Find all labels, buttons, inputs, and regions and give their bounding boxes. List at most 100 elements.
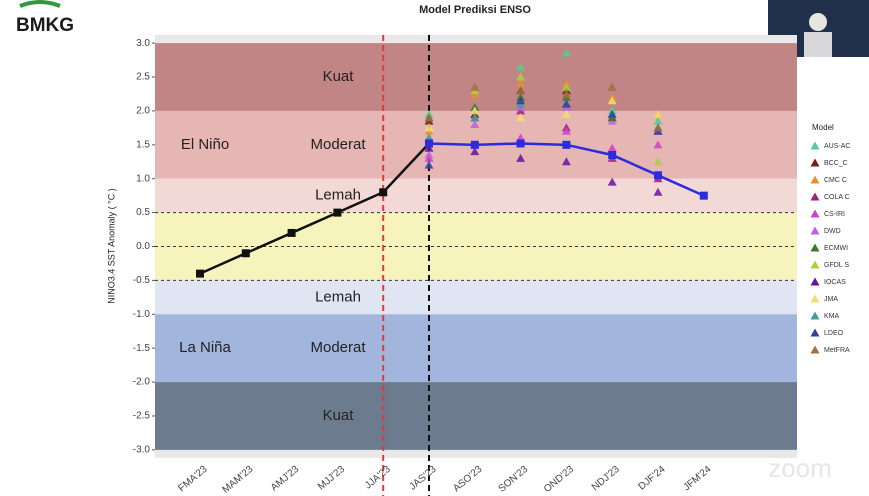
legend-swatch	[810, 226, 820, 235]
legend-label: JMA	[824, 296, 838, 303]
legend-label: KMA	[824, 313, 840, 320]
model-point	[653, 187, 663, 196]
y-tick-label: 3.0	[136, 38, 150, 49]
model-point	[516, 72, 526, 81]
y-tick-label: -2.0	[133, 377, 151, 388]
model-point	[607, 109, 617, 118]
webcam-person	[809, 13, 827, 31]
observed-point	[333, 208, 342, 217]
model-point	[470, 147, 480, 156]
chart-title: Model Prediksi ENSO	[419, 4, 531, 16]
mean-point	[562, 140, 571, 149]
model-point	[470, 113, 480, 122]
legend-swatch	[810, 158, 820, 167]
band	[155, 280, 797, 315]
legend-swatch	[810, 311, 820, 320]
model-point	[424, 160, 434, 169]
model-point	[424, 143, 434, 152]
model-point	[607, 96, 617, 105]
model-point	[424, 113, 434, 122]
y-tick-label: 0.5	[136, 207, 150, 218]
legend-swatch	[810, 243, 820, 252]
band-label: Kuat	[323, 68, 355, 85]
model-point	[470, 119, 480, 128]
legend-swatch	[810, 175, 820, 184]
band-label: Moderat	[310, 339, 366, 356]
model-point	[561, 89, 571, 98]
legend-label: DWD	[824, 228, 841, 235]
legend-swatch	[810, 345, 820, 354]
band-label: Lemah	[315, 187, 361, 204]
model-point	[561, 126, 571, 135]
model-point	[424, 150, 434, 159]
model-point	[653, 123, 663, 132]
band	[155, 382, 797, 450]
model-point	[561, 82, 571, 91]
legend-label: GFDL S	[824, 262, 849, 269]
model-point	[653, 109, 663, 118]
webcam-person	[804, 32, 832, 57]
mean-point	[699, 191, 708, 200]
y-tick-label: 2.5	[136, 72, 150, 83]
watermark: zoom	[768, 453, 832, 483]
legend-swatch	[810, 277, 820, 286]
model-point	[516, 62, 526, 71]
model-point	[516, 96, 526, 105]
legend-label: IOCAS	[824, 279, 846, 286]
legend-label: CMC C	[824, 177, 847, 184]
observed-line	[199, 142, 430, 275]
legend-label: COLA C	[824, 194, 850, 201]
model-point	[470, 82, 480, 91]
model-point	[607, 143, 617, 152]
model-point	[607, 82, 617, 91]
observed-point	[241, 249, 250, 258]
band-label: Moderat	[310, 136, 366, 153]
model-point	[607, 177, 617, 186]
band-label: Kuat	[323, 407, 355, 424]
legend-title: Model	[812, 123, 834, 132]
band-label: Lemah	[315, 288, 361, 305]
model-point	[516, 113, 526, 122]
legend-label: LDEO	[824, 330, 844, 337]
legend-label: AUS-AC	[824, 143, 850, 150]
mean-point	[516, 139, 525, 148]
mean-point	[425, 139, 433, 148]
model-point	[561, 99, 571, 108]
mean-point	[470, 140, 479, 149]
legend-label: CS-IRI	[824, 211, 845, 218]
legend-label: ECMWI	[824, 245, 848, 252]
band	[155, 314, 797, 383]
legend-label: BCC_C	[824, 160, 848, 167]
band	[155, 43, 797, 111]
mean-point	[654, 171, 662, 180]
observed-point	[379, 188, 388, 197]
model-point	[561, 48, 571, 57]
model-point	[424, 123, 434, 132]
y-axis-label: NINO3.4 SST Anomaly ( °C )	[106, 188, 116, 303]
group-label: La Niña	[179, 339, 231, 356]
legend-swatch	[810, 260, 820, 269]
legend-swatch	[810, 294, 820, 303]
model-point	[561, 109, 571, 118]
y-tick-label: 0.0	[136, 241, 150, 252]
model-point	[470, 106, 480, 115]
model-point	[516, 79, 526, 88]
y-tick-label: -2.5	[133, 411, 151, 422]
model-point	[516, 86, 526, 95]
y-tick-label: 1.0	[136, 173, 150, 184]
logo: BMKG	[16, 15, 74, 36]
y-tick-label: 1.5	[136, 139, 150, 150]
model-point	[653, 157, 663, 166]
y-tick-label: -3.0	[133, 445, 151, 456]
observed-point	[287, 228, 296, 237]
legend-swatch	[810, 141, 820, 150]
model-point	[653, 116, 663, 125]
band	[155, 178, 797, 213]
legend-swatch	[810, 328, 820, 337]
y-tick-label: -0.5	[133, 275, 151, 286]
model-point	[516, 153, 526, 162]
model-point	[653, 140, 663, 149]
model-point	[561, 157, 571, 166]
